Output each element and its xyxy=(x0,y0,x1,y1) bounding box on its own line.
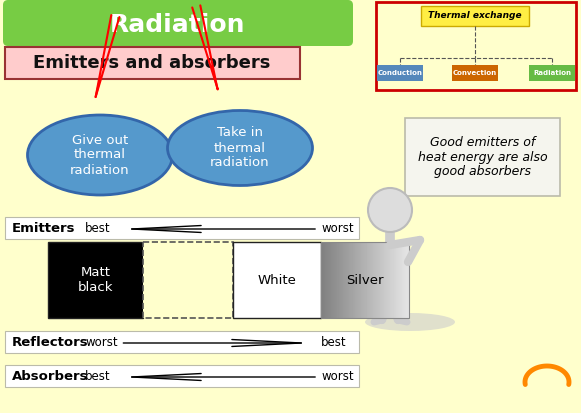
Bar xyxy=(143,242,233,318)
Bar xyxy=(5,47,300,79)
Text: Absorbers: Absorbers xyxy=(12,370,88,384)
Text: Emitters and absorbers: Emitters and absorbers xyxy=(33,54,271,72)
Text: Convection: Convection xyxy=(453,70,497,76)
Ellipse shape xyxy=(27,115,173,195)
Text: Take in
thermal
radiation: Take in thermal radiation xyxy=(210,126,270,169)
Bar xyxy=(377,65,423,81)
Bar xyxy=(405,118,560,196)
Bar xyxy=(5,365,359,387)
Text: Thermal exchange: Thermal exchange xyxy=(428,12,522,21)
Circle shape xyxy=(368,188,412,232)
Bar xyxy=(321,242,409,318)
Text: Reflectors: Reflectors xyxy=(12,337,89,349)
Text: worst: worst xyxy=(321,370,354,384)
Bar xyxy=(452,65,498,81)
Bar xyxy=(48,242,143,318)
Bar xyxy=(233,242,321,318)
Text: Conduction: Conduction xyxy=(378,70,422,76)
Text: White: White xyxy=(257,273,296,287)
Text: worst: worst xyxy=(85,337,117,349)
Text: best: best xyxy=(85,370,110,384)
Ellipse shape xyxy=(365,313,455,331)
Text: Matt
black: Matt black xyxy=(78,266,113,294)
Text: Give out
thermal
radiation: Give out thermal radiation xyxy=(70,133,130,176)
Bar xyxy=(5,331,359,353)
Text: Good emitters of
heat energy are also
good absorbers: Good emitters of heat energy are also go… xyxy=(418,135,547,178)
Text: Emitters: Emitters xyxy=(12,223,76,235)
Ellipse shape xyxy=(167,111,313,185)
Text: best: best xyxy=(321,337,347,349)
Text: Radiation: Radiation xyxy=(110,13,246,37)
Text: Silver: Silver xyxy=(346,273,383,287)
FancyBboxPatch shape xyxy=(3,0,353,46)
Text: worst: worst xyxy=(321,223,354,235)
Text: Radiation: Radiation xyxy=(533,70,571,76)
Text: best: best xyxy=(85,223,110,235)
Bar xyxy=(5,217,359,239)
Bar xyxy=(421,6,529,26)
Bar xyxy=(529,65,575,81)
Bar xyxy=(376,2,576,90)
